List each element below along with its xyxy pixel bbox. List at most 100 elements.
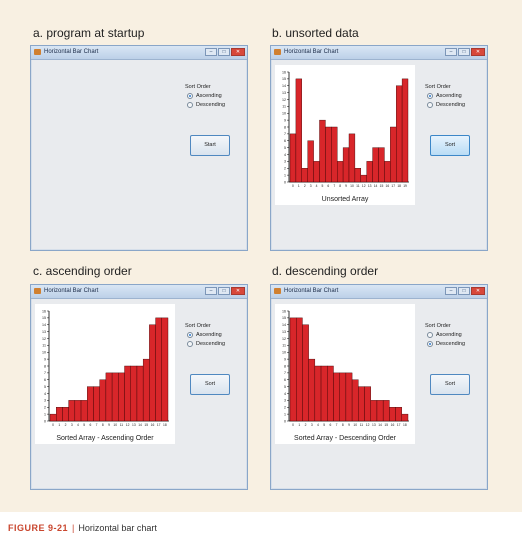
sort-order-label: Sort Order [425, 84, 451, 90]
bar [360, 174, 367, 183]
minimize-button[interactable]: – [445, 287, 457, 295]
x-tick-label: 10 [353, 423, 357, 427]
y-tick-label: 11 [282, 344, 286, 348]
descending-label: Descending [436, 341, 466, 347]
descending-radio-option[interactable]: Descending [187, 341, 245, 347]
bar [142, 358, 150, 422]
descending-radio[interactable] [427, 341, 433, 347]
descending-label: Descending [436, 102, 466, 108]
descending-radio[interactable] [427, 102, 433, 108]
title-bar[interactable]: Horizontal Bar Chart – □ ✕ [271, 285, 487, 299]
maximize-button[interactable]: □ [218, 287, 230, 295]
minimize-button[interactable]: – [205, 48, 217, 56]
descending-radio-option[interactable]: Descending [427, 341, 485, 347]
sort-order-label: Sort Order [185, 84, 211, 90]
bar [358, 386, 365, 422]
y-tick-label: 6 [284, 378, 286, 382]
close-button[interactable]: ✕ [231, 48, 245, 56]
descending-radio-option[interactable]: Descending [427, 102, 485, 108]
minimize-button[interactable]: – [205, 287, 217, 295]
y-tick-label: 16 [282, 70, 286, 74]
title-bar[interactable]: Horizontal Bar Chart – □ ✕ [31, 46, 247, 60]
ascending-radio[interactable] [187, 332, 193, 338]
bar [289, 133, 297, 183]
y-tick-label: 5 [44, 385, 46, 389]
y-tick-label: 11 [282, 105, 286, 109]
bar [378, 147, 385, 183]
y-tick-label: 10 [282, 351, 286, 355]
bar [389, 407, 396, 422]
y-tick-label: 10 [282, 112, 286, 116]
close-button[interactable]: ✕ [471, 48, 485, 56]
title-bar[interactable]: Horizontal Bar Chart – □ ✕ [31, 285, 247, 299]
figure-caption: FIGURE 9-21 | Horizontal bar chart [8, 523, 157, 533]
close-button[interactable]: ✕ [231, 287, 245, 295]
app-icon [34, 49, 41, 55]
bar [136, 365, 144, 422]
ascending-radio[interactable] [427, 93, 433, 99]
close-button[interactable]: ✕ [471, 287, 485, 295]
bar [74, 400, 82, 422]
start-button[interactable]: Start [190, 135, 230, 156]
bar [345, 372, 353, 422]
bar [302, 324, 309, 422]
bar [354, 168, 362, 183]
bar [382, 400, 390, 422]
sort-button[interactable]: Sort [430, 374, 470, 395]
y-tick-label: 2 [44, 406, 46, 410]
x-tick-label: 7 [96, 423, 98, 427]
bar [296, 317, 303, 422]
y-tick-label: 13 [282, 330, 286, 334]
bar [124, 365, 131, 422]
window-client-area: 0 1 2 3 4 5 6 7 8 9 10 11 12 13 14 15 16 0 1 2 3 4 5 6 7 8 9 10 11 12… [275, 301, 483, 485]
y-tick-label: 3 [284, 160, 286, 164]
ascending-label: Ascending [436, 93, 462, 99]
chart-area: 0 1 2 3 4 5 6 7 8 9 10 11 12 13 14 15 16 0 1 2 3 4 5 6 7 8 9 10 11 12… [275, 304, 415, 444]
chart-caption: Unsorted Array [321, 196, 369, 203]
sort-button[interactable]: Sort [190, 374, 230, 395]
y-tick-label: 4 [284, 153, 286, 157]
bar [149, 324, 156, 422]
bar [295, 78, 302, 183]
y-tick-label: 13 [42, 330, 46, 334]
title-bar[interactable]: Horizontal Bar Chart – □ ✕ [271, 46, 487, 60]
ascending-radio[interactable] [187, 93, 193, 99]
y-tick-label: 13 [282, 91, 286, 95]
x-tick-label: 12 [366, 423, 370, 427]
x-tick-label: 8 [102, 423, 104, 427]
bar [390, 126, 397, 183]
x-tick-label: 11 [356, 184, 360, 188]
ascending-radio-option[interactable]: Ascending [427, 93, 485, 99]
ascending-radio-option[interactable]: Ascending [427, 332, 485, 338]
x-tick-label: 19 [403, 184, 407, 188]
x-tick-label: 1 [298, 184, 300, 188]
app-window: Horizontal Bar Chart – □ ✕ Sort Order Ascendi… [30, 45, 248, 251]
bar [327, 365, 334, 422]
maximize-button[interactable]: □ [458, 48, 470, 56]
ascending-radio-option[interactable]: Ascending [187, 332, 245, 338]
y-tick-label: 2 [284, 167, 286, 171]
minimize-button[interactable]: – [445, 48, 457, 56]
x-tick-label: 11 [120, 423, 124, 427]
descending-radio[interactable] [187, 341, 193, 347]
descending-radio-option[interactable]: Descending [187, 102, 245, 108]
ascending-radio-option[interactable]: Ascending [187, 93, 245, 99]
bar [364, 386, 371, 422]
maximize-button[interactable]: □ [218, 48, 230, 56]
window-client-area: 0 1 2 3 4 5 6 7 8 9 10 11 12 13 14 15 16 0 1 2 3 4 5 6 7 8 9 10 11 12… [35, 301, 243, 485]
bar [161, 317, 169, 422]
x-tick-label: 4 [317, 423, 319, 427]
descending-radio[interactable] [187, 102, 193, 108]
bar [384, 161, 391, 183]
sort-button[interactable]: Sort [430, 135, 470, 156]
y-tick-label: 1 [284, 412, 286, 416]
x-tick-label: 8 [339, 184, 341, 188]
maximize-button[interactable]: □ [458, 287, 470, 295]
ascending-radio[interactable] [427, 332, 433, 338]
sort-order-label: Sort Order [425, 323, 451, 329]
x-tick-label: 0 [292, 423, 294, 427]
app-icon [274, 288, 281, 294]
bar [118, 372, 125, 422]
y-tick-label: 5 [284, 385, 286, 389]
